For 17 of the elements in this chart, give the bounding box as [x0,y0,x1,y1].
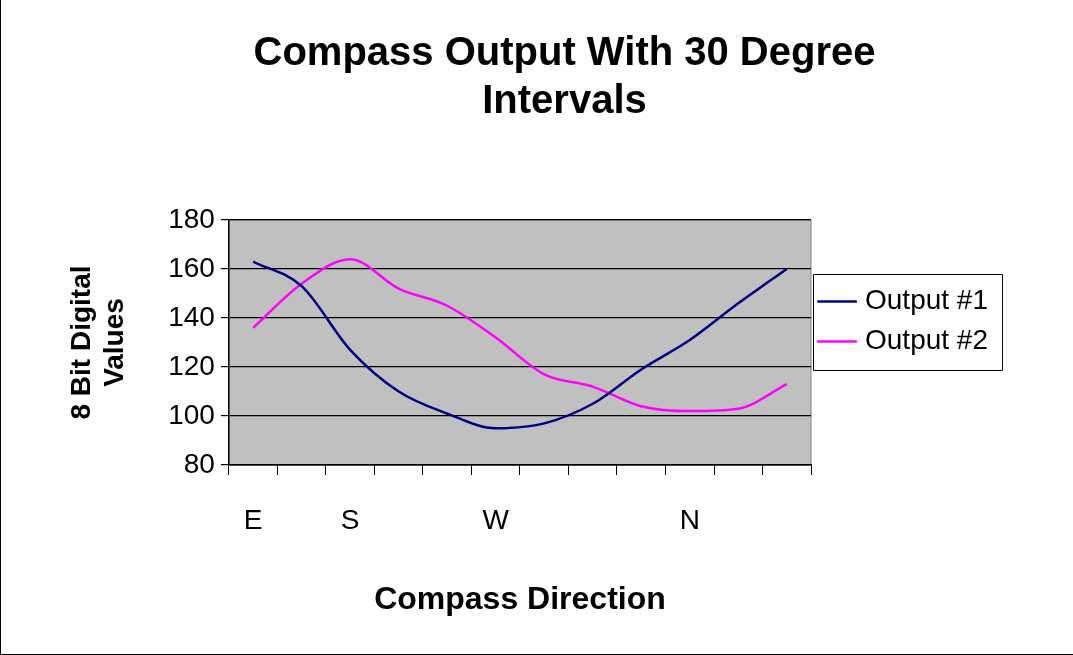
legend-label: Output #2 [865,324,989,356]
x-tick-label: E [243,503,263,535]
y-tick-label: 140 [168,300,215,332]
legend-label: Output #1 [865,284,989,316]
x-axis-title: Compass Direction [374,579,666,616]
x-tick-label: S [340,503,360,535]
x-tick-label: W [482,503,510,535]
y-tick-label: 180 [168,202,215,234]
y-tick-label: 120 [168,349,215,381]
y-tick-label: 80 [183,447,215,479]
x-tick-label: N [679,503,700,535]
text: Values [98,298,130,387]
y-tick-label: 100 [168,398,215,430]
text: Intervals [482,77,647,122]
text: Compass Output With 30 Degree [253,29,876,74]
text: 8 Bit Digital [64,265,96,420]
y-tick-label: 160 [168,251,215,283]
